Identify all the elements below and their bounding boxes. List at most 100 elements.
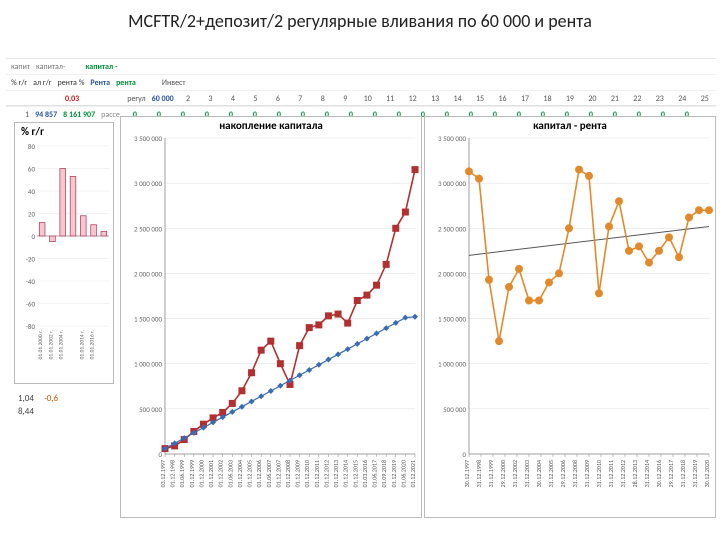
svg-text:31.12.2010: 31.12.2010	[595, 460, 603, 487]
svg-text:01.06.2003: 01.06.2003	[226, 460, 234, 487]
svg-text:1 500 000: 1 500 000	[438, 315, 466, 324]
chart-accum: накопление капитала 0500 0001 000 0001 5…	[120, 116, 422, 518]
chart-renta-title: капитал - рента	[425, 117, 715, 134]
page-title: MCFTR/2+депозит/2 регулярные вливания по…	[0, 0, 720, 36]
svg-text:01.12.2013: 01.12.2013	[332, 460, 340, 487]
svg-text:0: 0	[462, 450, 466, 459]
svg-text:01.12.2021: 01.12.2021	[409, 460, 417, 487]
svg-text:30.12.2020: 30.12.2020	[703, 460, 711, 487]
hdr-seq: 24	[671, 94, 693, 104]
svg-text:30.12.2016: 30.12.2016	[655, 460, 663, 487]
hdr-seq: 11	[379, 94, 401, 104]
svg-text:60: 60	[28, 165, 36, 174]
hdr-pct: % г/г	[8, 78, 30, 88]
svg-text:01.06.2007: 01.06.2007	[265, 460, 273, 487]
hdr-seq: 9	[334, 94, 356, 104]
small-chart-title: % г/г	[15, 123, 113, 140]
hdr-seq: 15	[469, 94, 491, 104]
svg-text:01.12.2019: 01.12.2019	[390, 460, 398, 487]
sheet: капит капитал- капитал - % г/г ал г/г ре…	[0, 36, 720, 536]
svg-text:01.06.2017: 01.06.2017	[371, 460, 379, 487]
svg-text:2 000 000: 2 000 000	[134, 269, 162, 278]
svg-text:01.12.2002: 01.12.2002	[217, 460, 225, 487]
svg-text:1 000 000: 1 000 000	[438, 360, 466, 369]
svg-text:29.12.2017: 29.12.2017	[667, 460, 675, 487]
svg-text:2 500 000: 2 500 000	[134, 224, 162, 233]
svg-text:01.12.2011: 01.12.2011	[313, 460, 321, 487]
svg-text:2 000 000: 2 000 000	[438, 269, 466, 278]
header-strip: капит капитал- капитал - % г/г ал г/г ре…	[6, 58, 716, 106]
svg-text:01.01.2004 г.: 01.01.2004 г.	[59, 329, 65, 359]
svg-text:01.01.2000 г.: 01.01.2000 г.	[38, 329, 44, 359]
hdr-seq: 6	[267, 94, 289, 104]
hdr-seq: 17	[514, 94, 536, 104]
hdr-seq: 8	[312, 94, 334, 104]
svg-text:01.12.2001: 01.12.2001	[207, 460, 215, 487]
hdr-regul: регул	[124, 94, 148, 104]
svg-text:01.12.2006: 01.12.2006	[255, 460, 263, 487]
svg-text:01.12.2014: 01.12.2014	[342, 460, 350, 487]
svg-text:-40: -40	[26, 277, 36, 286]
svg-text:01.01.2002 г.: 01.01.2002 г.	[48, 329, 54, 359]
svg-text:30.12.2004: 30.12.2004	[535, 460, 543, 487]
hdr-seq: 3	[199, 94, 221, 104]
svg-text:31.12.2019: 31.12.2019	[691, 460, 699, 487]
svg-text:31.12.2011: 31.12.2011	[607, 460, 615, 487]
svg-text:40: 40	[28, 187, 36, 196]
svg-text:28.12.2013: 28.12.2013	[631, 460, 639, 487]
hdr-003: 0,03	[62, 94, 82, 104]
svg-text:31.12.2008: 31.12.2008	[571, 460, 579, 487]
hdr-94857: 94 857	[32, 110, 60, 120]
svg-text:20: 20	[28, 210, 36, 219]
hdr-seq: 16	[491, 94, 513, 104]
hdr-renta: Рента	[87, 78, 113, 88]
svg-text:31.12.2018: 31.12.2018	[679, 460, 687, 487]
hdr-kapital: капитал-	[33, 62, 68, 72]
svg-text:01.12.1999: 01.12.1999	[188, 460, 196, 487]
hdr-kapital-renta: капитал -	[82, 62, 120, 72]
svg-text:01.12.2015: 01.12.2015	[351, 460, 359, 487]
chart-accum-svg: 0500 0001 000 0001 500 0002 000 0002 500…	[121, 134, 421, 518]
svg-text:30.12.1997: 30.12.1997	[463, 460, 471, 487]
hdr-60000: 60 000	[149, 94, 177, 104]
svg-text:01.12.2012: 01.12.2012	[322, 460, 330, 487]
svg-text:3 000 000: 3 000 000	[134, 179, 162, 188]
svg-text:2 500 000: 2 500 000	[438, 224, 466, 233]
hdr-invest: Инвест	[159, 78, 189, 88]
svg-text:31.12.2003: 31.12.2003	[523, 460, 531, 487]
svg-text:03.12.1997: 03.12.1997	[159, 460, 167, 487]
svg-text:1 000 000: 1 000 000	[134, 360, 162, 369]
chart-accum-title: накопление капитала	[121, 117, 421, 134]
svg-text:31.12.2012: 31.12.2012	[619, 460, 627, 487]
chart-renta-svg: 0 500 000 1 000 000 1 500 000 2 000 000 2 500…	[425, 134, 715, 518]
svg-text:1 500 000: 1 500 000	[134, 315, 162, 324]
side-numbers: 1,04 -0,6 8,44	[14, 392, 112, 418]
svg-text:01.06.1999: 01.06.1999	[178, 460, 186, 487]
hdr-seq: 25	[694, 94, 716, 104]
svg-text:-20: -20	[26, 255, 36, 264]
hdr-seq: 12	[401, 94, 423, 104]
svg-text:01.12.2009: 01.12.2009	[294, 460, 302, 487]
hdr-seq: 18	[536, 94, 558, 104]
svg-text:01.12.2007: 01.12.2007	[274, 460, 282, 487]
hdr-renta2: рента	[113, 78, 139, 88]
svg-text:500 000: 500 000	[443, 405, 466, 414]
svg-text:01.12.2010: 01.12.2010	[303, 460, 311, 487]
svg-text:31.12.2002: 31.12.2002	[511, 460, 519, 487]
hdr-seq: 13	[424, 94, 446, 104]
svg-text:31.12.2005: 31.12.2005	[547, 460, 555, 487]
hdr-kapit: капит	[8, 62, 33, 72]
svg-text:01.12.2004: 01.12.2004	[236, 460, 244, 487]
hdr-seq: 21	[604, 94, 626, 104]
hdr-8161907: 8 161 907	[60, 110, 98, 120]
hdr-renta-pct: рента %	[55, 78, 88, 88]
svg-text:01.12.2008: 01.12.2008	[284, 460, 292, 487]
small-chart-svg: -80-60-40-2002040608001.01.2000 г.01.01.…	[15, 140, 113, 380]
svg-text:01.01.2014 г.: 01.01.2014 г.	[79, 329, 85, 359]
side-num-3: 8,44	[14, 405, 112, 418]
svg-text:500 000: 500 000	[139, 405, 162, 414]
svg-text:-80: -80	[26, 322, 36, 331]
hdr-seq: 2	[177, 94, 199, 104]
hdr-seq: 14	[446, 94, 468, 104]
hdr-seq: 19	[559, 94, 581, 104]
